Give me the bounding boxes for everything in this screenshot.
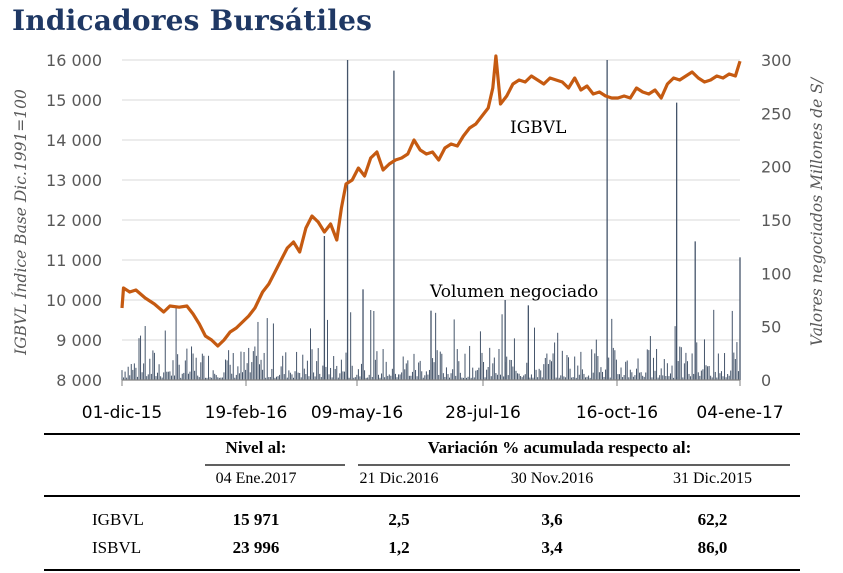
row-var-1: 2,5 [388,510,410,529]
x-axis-ticks: 01-dic-15 19-feb-16 09-may-16 28-jul-16 16-o… [82,380,784,423]
x-tick-label: 16-oct-16 [576,403,658,423]
table-header-row: Nivel al: Variación % acumulada respecto… [44,432,799,464]
subheader-date-1: 21 Dic.2016 [359,470,439,487]
left-tick-label: 9 000 [56,331,102,350]
header-variation: Variación % acumulada respecto al: [427,438,692,457]
table-row: IGBVL 15 971 2,5 3,6 62,2 [44,506,799,534]
chart: 8 000 9 000 10 000 11 000 12 000 13 000 14 000… [12,51,826,423]
header-level: Nivel al: [225,438,287,457]
row-level: 23 996 [232,538,280,557]
chart-title: Indicadores Bursátiles [12,4,373,37]
left-axis-ticks: 8 000 9 000 10 000 11 000 12 000 13 000 14 000… [46,51,102,390]
x-tick-label: 01-dic-15 [82,403,162,423]
row-name: ISBVL [92,538,142,557]
left-tick-label: 11 000 [46,251,102,270]
right-tick-label: 0 [761,371,771,390]
x-tick-label: 28-jul-16 [445,403,521,423]
table-rules [44,433,800,571]
table-subheader-row: 04 Ene.2017 21 Dic.2016 30 Nov.2016 31 D… [44,464,799,494]
right-tick-label: 100 [761,264,792,283]
volume-bars [121,60,741,380]
igbvl-annotation: IGBVL [510,118,566,138]
row-var-2: 3,6 [541,510,563,529]
left-tick-label: 8 000 [56,371,102,390]
row-level: 15 971 [232,510,280,529]
left-tick-label: 10 000 [46,291,102,310]
right-tick-label: 200 [761,158,792,177]
table-row: ISBVL 23 996 1,2 3,4 86,0 [44,534,799,562]
summary-table: Nivel al: Variación % acumulada respecto… [44,432,799,562]
row-var-3: 62,2 [697,510,728,529]
left-axis-label: IGBVL Índice Base Dic.1991=100 [12,89,30,356]
left-tick-label: 14 000 [46,131,102,150]
left-tick-label: 12 000 [46,211,102,230]
row-var-3: 86,0 [697,538,728,557]
right-tick-label: 150 [761,211,792,230]
x-tick-label: 19-feb-16 [205,403,288,423]
x-tick-label: 09-may-16 [311,403,403,423]
right-axis-ticks: 0 50 100 150 200 250 300 [761,51,792,390]
subheader-date-3: 31 Dic.2015 [672,470,753,487]
left-tick-label: 16 000 [46,51,102,70]
row-var-1: 1,2 [388,538,410,557]
subheader-date-2: 30 Nov.2016 [510,470,594,487]
right-tick-label: 50 [761,318,781,337]
right-tick-label: 250 [761,104,792,123]
row-var-2: 3,4 [541,538,563,557]
left-tick-label: 13 000 [46,171,102,190]
row-name: IGBVL [92,510,144,529]
right-axis-label: Valores negociados Millones de S/ [808,76,826,346]
volume-annotation: Volumen negociado [429,282,598,302]
x-tick-label: 04-ene-17 [696,403,783,423]
left-tick-label: 15 000 [46,91,102,110]
right-tick-label: 300 [761,51,792,70]
igbvl-line [120,54,742,348]
subheader-date-level: 04 Ene.2017 [215,470,297,487]
